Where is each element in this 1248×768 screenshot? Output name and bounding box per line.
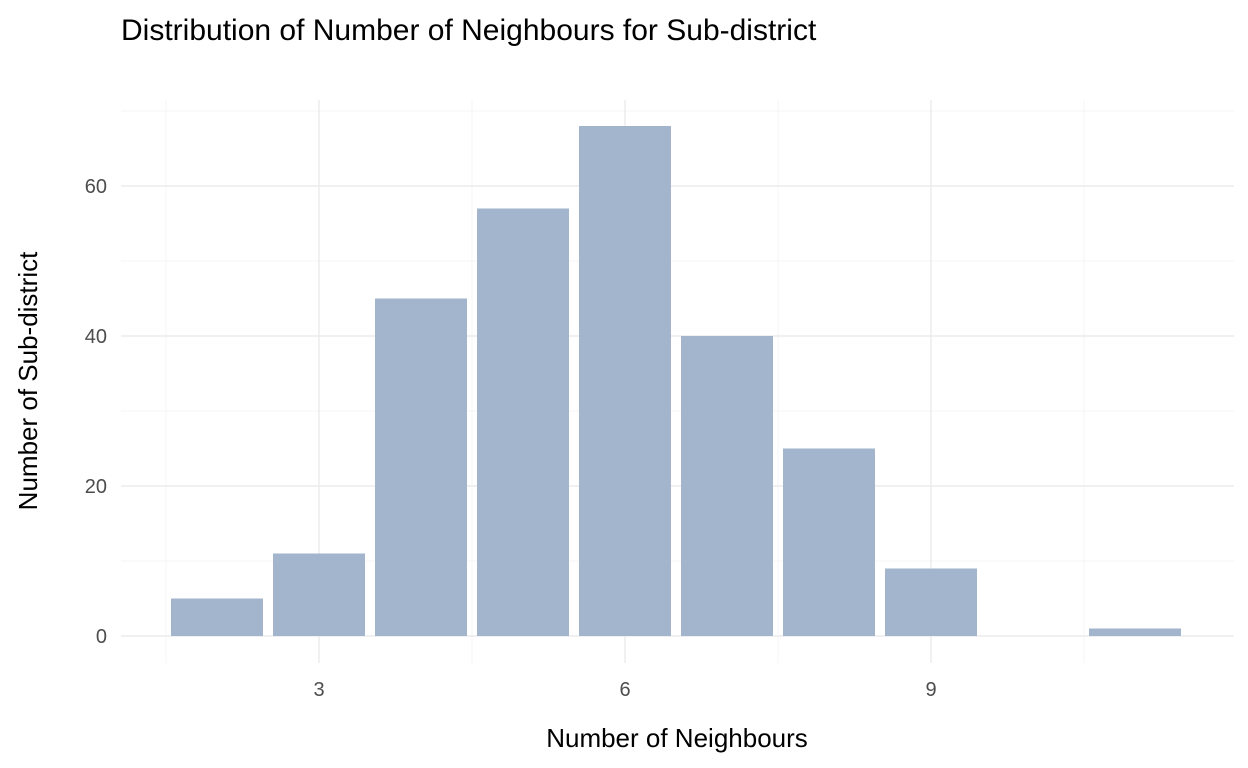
y-tick-label: 40 [85,326,107,348]
y-tick-label: 20 [85,476,107,498]
x-tick-label: 9 [925,679,936,701]
bar-4 [375,298,467,636]
y-axis-tick-labels: 0 20 40 60 [85,176,107,648]
bars [171,126,1181,636]
bar-11 [1089,628,1181,636]
bar-2 [171,598,263,636]
bar-6 [579,126,671,636]
x-tick-label: 3 [313,679,324,701]
x-axis-title: Number of Neighbours [546,723,808,753]
bar-8 [783,448,875,636]
x-axis-tick-labels: 3 6 9 [313,679,936,701]
bar-7 [681,336,773,636]
bar-3 [273,553,365,636]
bar-5 [477,208,569,636]
y-tick-label: 0 [96,626,107,648]
y-axis-title: Number of Sub-district [13,251,43,510]
x-tick-label: 6 [619,679,630,701]
bar-9 [885,568,977,636]
chart-title: Distribution of Number of Neighbours for… [121,14,817,47]
y-tick-label: 60 [85,176,107,198]
